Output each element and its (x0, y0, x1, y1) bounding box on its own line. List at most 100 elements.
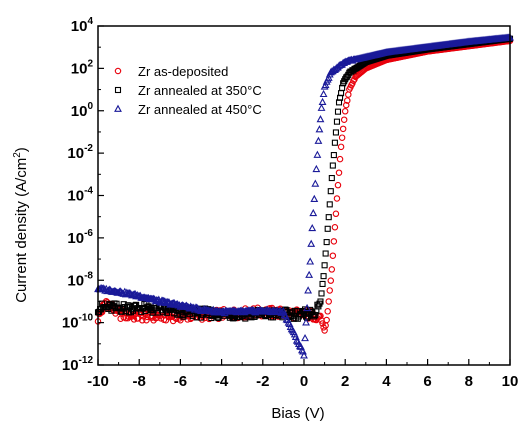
data-point-triangle (114, 104, 122, 112)
data-point-triangle (316, 115, 325, 123)
data-point-triangle (321, 80, 330, 89)
data-point-circle (331, 223, 339, 231)
x-tick-label: 0 (300, 373, 308, 390)
data-point-square (114, 86, 122, 94)
series-triangle (94, 33, 514, 359)
data-point-square (329, 162, 336, 169)
x-tick-label: -6 (174, 373, 187, 390)
data-point-circle (345, 91, 352, 98)
legend: Zr as-deposited Zr annealed at 350°C Zr an… (114, 64, 262, 117)
y-tick-label: 10-6 (67, 228, 93, 247)
data-point-circle (335, 169, 343, 176)
y-tick-label: 10-10 (62, 313, 94, 332)
data-point-square (334, 108, 342, 115)
data-point-triangle (280, 310, 289, 319)
data-point-square (318, 290, 325, 297)
data-point-circle (328, 266, 336, 273)
x-axis-label: Bias (V) (271, 405, 324, 422)
data-point-circle (338, 134, 346, 141)
data-point-circle (330, 238, 338, 245)
y-axis-label: Current density (A/cm2) (12, 147, 30, 303)
data-point-circle (337, 143, 345, 151)
data-point-square (322, 250, 329, 257)
x-tick-label: -10 (87, 373, 109, 390)
x-tick-label: 6 (423, 373, 431, 390)
data-point-triangle (306, 257, 315, 265)
data-point-circle (340, 116, 348, 123)
data-point-circle (344, 97, 351, 104)
y-axis-title: Current density (A/cm2) (12, 147, 30, 303)
data-point-square (325, 214, 332, 221)
legend-label: Zr as-deposited (138, 64, 228, 79)
data-point-circle (339, 125, 347, 133)
x-tick-label: 4 (382, 373, 391, 390)
data-point-triangle (312, 164, 321, 173)
data-point-triangle (310, 194, 319, 202)
data-point-triangle (282, 315, 291, 323)
data-point-circle (334, 181, 342, 189)
legend-item: Zr annealed at 350°C (114, 83, 262, 98)
data-point-circle (327, 277, 335, 284)
data-point-circle (326, 287, 333, 294)
y-tick-label: 10-4 (67, 186, 93, 205)
data-point-triangle (324, 73, 333, 81)
data-point-square (324, 225, 331, 232)
data-point-square (180, 313, 187, 320)
x-tick-label: -4 (215, 373, 229, 390)
data-point-triangle (319, 89, 328, 98)
data-point-square (326, 201, 333, 208)
data-point-square (332, 129, 339, 136)
data-point-circle (336, 155, 344, 163)
data-point-triangle (307, 239, 316, 247)
data-point-triangle (295, 342, 304, 350)
data-point-triangle (314, 136, 323, 144)
data-point-circle (342, 101, 350, 109)
data-point-triangle (309, 208, 318, 217)
y-tick-label: 102 (71, 58, 94, 77)
data-point-circle (143, 316, 150, 324)
data-point-square (319, 280, 326, 288)
data-point-triangle (315, 125, 324, 133)
data-point-square (331, 139, 338, 146)
data-point-square (321, 262, 328, 269)
data-point-circle (323, 316, 330, 324)
data-point-triangle (313, 150, 322, 158)
data-point-circle (341, 108, 349, 115)
legend-item: Zr as-deposited (114, 64, 228, 79)
legend-item: Zr annealed at 450°C (114, 102, 262, 117)
x-tick-label: 10 (502, 373, 519, 390)
y-tick-label: 10-2 (67, 143, 93, 162)
data-point-square (320, 273, 327, 280)
data-point-circle (332, 210, 340, 218)
data-point-square (333, 118, 341, 125)
data-point-triangle (302, 318, 310, 326)
data-point-triangle (304, 286, 313, 294)
y-tick-label: 104 (71, 16, 94, 35)
data-point-triangle (300, 351, 308, 359)
data-point-square (118, 308, 125, 315)
y-tick-label: 10-12 (62, 355, 94, 374)
data-point-square (328, 174, 335, 182)
data-point-triangle (301, 333, 309, 342)
data-markers (94, 33, 514, 359)
x-tick-label: -8 (133, 373, 146, 390)
y-tick-labels: 10-12 10-10 10-8 10-6 10-4 10-2 100 102 104 (62, 16, 94, 374)
data-point-circle (124, 314, 132, 322)
data-point-triangle (317, 103, 326, 111)
axis-ticks (97, 25, 511, 366)
data-point-square (317, 298, 324, 305)
y-tick-label: 100 (71, 101, 94, 120)
data-point-circle (139, 317, 146, 324)
data-point-triangle (308, 223, 317, 232)
data-point-square (323, 239, 330, 246)
data-point-circle (324, 308, 331, 315)
data-point-square (327, 188, 334, 195)
x-tick-label: 2 (341, 373, 349, 390)
data-point-circle (114, 67, 122, 75)
data-point-triangle (305, 270, 314, 278)
y-tick-label: 10-8 (67, 270, 93, 289)
x-tick-labels: -10 -8 -6 -4 -2 0 2 4 6 8 10 (87, 373, 518, 390)
x-tick-label: -2 (256, 373, 269, 390)
data-point-triangle (318, 97, 327, 106)
